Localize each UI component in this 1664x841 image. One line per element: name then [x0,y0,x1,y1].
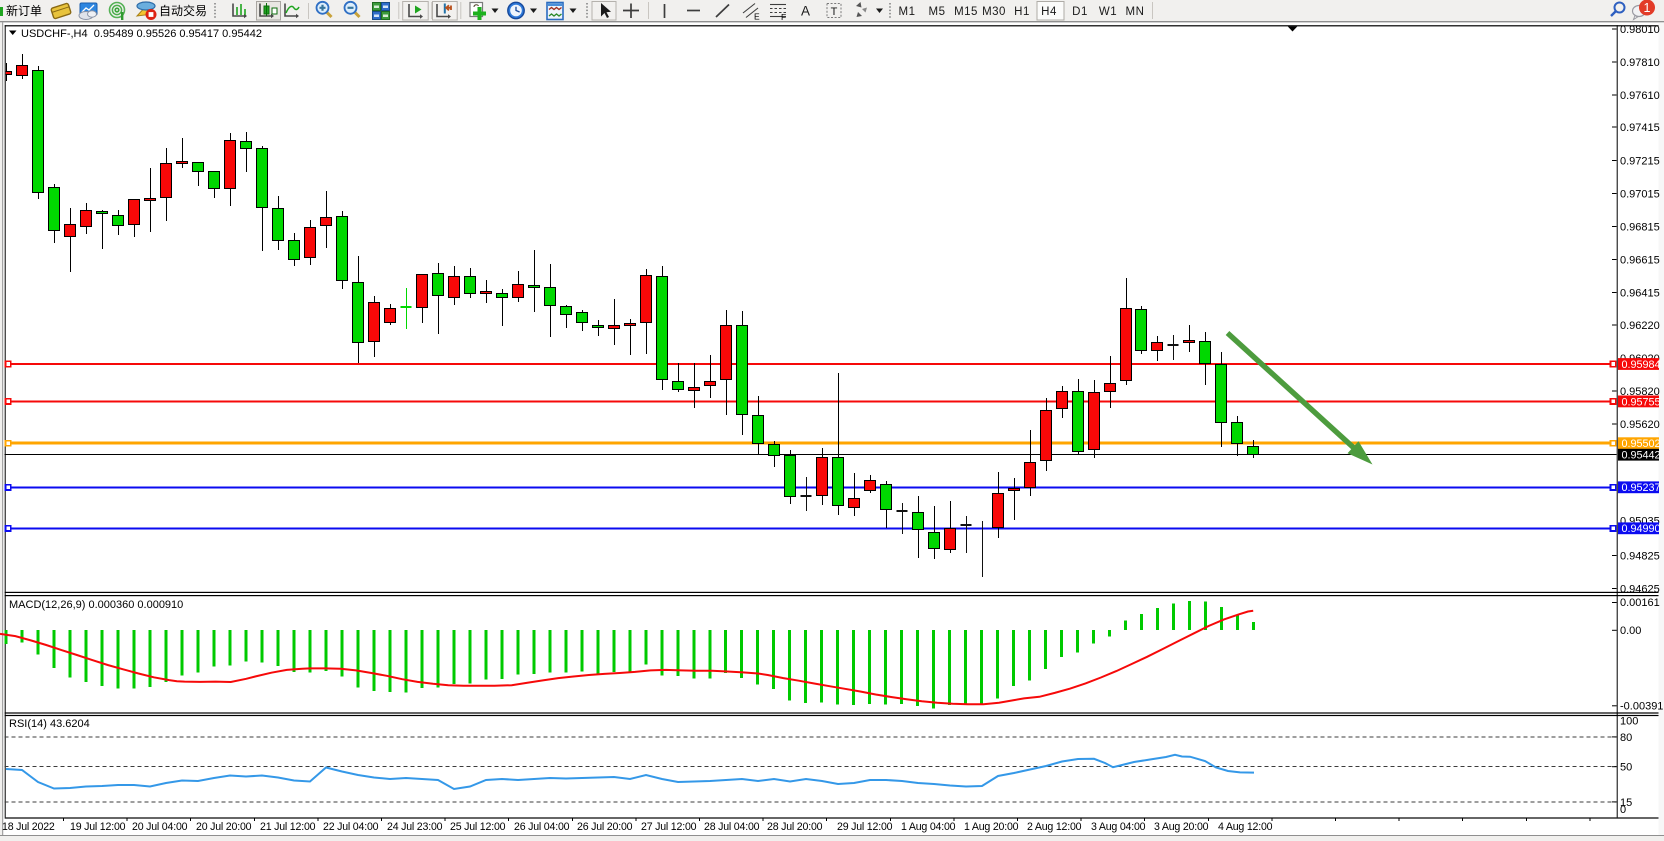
svg-text:28 Jul 20:00: 28 Jul 20:00 [767,821,823,833]
svg-text:3 Aug 04:00: 3 Aug 04:00 [1091,821,1146,833]
svg-text:4 Aug 12:00: 4 Aug 12:00 [1218,821,1273,833]
svg-text:26 Jul 04:00: 26 Jul 04:00 [514,821,570,833]
svg-text:0.97810: 0.97810 [1620,57,1660,69]
svg-text:0.95984: 0.95984 [1622,359,1661,371]
svg-text:0.95237: 0.95237 [1622,482,1661,494]
svg-text:21 Jul 12:00: 21 Jul 12:00 [260,821,316,833]
svg-text:W1: W1 [1099,6,1117,18]
svg-text:D1: D1 [1072,6,1088,18]
svg-text:1 Aug 20:00: 1 Aug 20:00 [964,821,1019,833]
svg-text:27 Jul 12:00: 27 Jul 12:00 [641,821,697,833]
svg-text:E: E [754,12,760,22]
svg-text:M30: M30 [982,6,1006,18]
svg-text:20 Jul 20:00: 20 Jul 20:00 [196,821,252,833]
svg-text:0.96415: 0.96415 [1620,288,1660,300]
svg-text:50: 50 [1620,762,1632,774]
svg-text:0.97415: 0.97415 [1620,122,1660,134]
svg-text:28 Jul 04:00: 28 Jul 04:00 [704,821,760,833]
svg-text:0.95820: 0.95820 [1620,386,1660,398]
svg-text:USDCHF-,H4 0.95489 0.95526 0.: USDCHF-,H4 0.95489 0.95526 0.95417 0.954… [21,28,262,40]
svg-text:0.95442: 0.95442 [1622,450,1661,462]
svg-text:29 Jul 12:00: 29 Jul 12:00 [837,821,893,833]
svg-text:0.97215: 0.97215 [1620,155,1660,167]
svg-text:0.98010: 0.98010 [1620,24,1660,36]
svg-text:MACD(12,26,9) 0.000360 0.00091: MACD(12,26,9) 0.000360 0.000910 [9,599,183,611]
svg-text:M15: M15 [954,6,978,18]
svg-text:26 Jul 20:00: 26 Jul 20:00 [577,821,633,833]
svg-text:15: 15 [1620,797,1632,809]
svg-text:H1: H1 [1014,6,1030,18]
svg-text:0.00: 0.00 [1620,625,1641,637]
svg-text:MN: MN [1126,6,1145,18]
svg-text:1 Aug 04:00: 1 Aug 04:00 [901,821,956,833]
svg-text:M1: M1 [899,6,916,18]
svg-text:H4: H4 [1041,6,1057,18]
svg-text:RSI(14) 43.6204: RSI(14) 43.6204 [9,718,90,730]
svg-text:0.96815: 0.96815 [1620,221,1660,233]
svg-text:24 Jul 23:00: 24 Jul 23:00 [387,821,443,833]
svg-text:0.97015: 0.97015 [1620,188,1660,200]
svg-text:22 Jul 04:00: 22 Jul 04:00 [323,821,379,833]
svg-text:新订单: 新订单 [6,3,42,18]
svg-text:0.94990: 0.94990 [1622,523,1661,535]
svg-text:2 Aug 12:00: 2 Aug 12:00 [1027,821,1082,833]
svg-text:0.95620: 0.95620 [1620,419,1660,431]
svg-text:A: A [801,4,810,19]
svg-text:3 Aug 20:00: 3 Aug 20:00 [1154,821,1209,833]
svg-text:0.00161: 0.00161 [1620,597,1660,609]
svg-text:自动交易: 自动交易 [159,3,207,18]
svg-text:20 Jul 04:00: 20 Jul 04:00 [132,821,188,833]
svg-text:0.94625: 0.94625 [1620,584,1660,596]
svg-text:100: 100 [1620,716,1638,728]
svg-text:0.95755: 0.95755 [1622,396,1661,408]
svg-text:0.96220: 0.96220 [1620,320,1660,332]
svg-text:0.94825: 0.94825 [1620,550,1660,562]
svg-text:0.95502: 0.95502 [1622,438,1661,450]
svg-text:0.96615: 0.96615 [1620,255,1660,267]
svg-text:0: 0 [1620,804,1626,816]
svg-text:80: 80 [1620,732,1632,744]
svg-text:F: F [781,12,786,22]
svg-text:1: 1 [1644,1,1651,15]
svg-text:18 Jul 2022: 18 Jul 2022 [2,821,55,833]
svg-text:-0.00391: -0.00391 [1620,701,1663,713]
svg-text:19 Jul 12:00: 19 Jul 12:00 [70,821,126,833]
svg-text:0.97610: 0.97610 [1620,90,1660,102]
svg-text:25 Jul 12:00: 25 Jul 12:00 [450,821,506,833]
svg-text:T: T [831,6,838,18]
svg-text:M5: M5 [929,6,946,18]
